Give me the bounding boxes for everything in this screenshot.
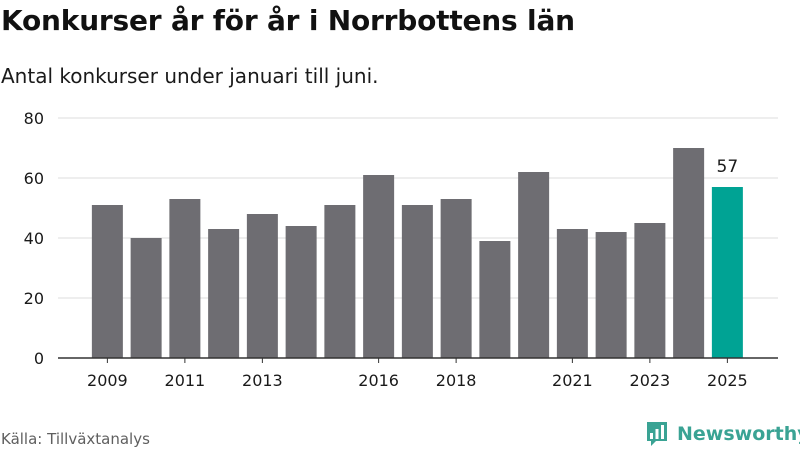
bar [324,205,356,358]
y-tick-label: 40 [24,229,44,248]
x-tick-label: 2023 [630,371,671,390]
bar [440,199,472,358]
bar [130,238,162,358]
bar [518,172,550,358]
data-label: 57 [717,157,739,177]
bar [91,205,123,358]
x-tick-label: 2013 [242,371,283,390]
bar [401,205,433,358]
bar [246,214,278,358]
y-tick-label: 60 [24,169,44,188]
x-tick-label: 2011 [165,371,206,390]
chart-subtitle: Antal konkurser under januari till juni. [1,64,379,88]
bar [479,241,511,358]
x-tick-label: 2009 [87,371,128,390]
bar [673,148,705,358]
brand-logo: Newsworthy [645,420,800,448]
bar [634,223,666,358]
bar [285,226,317,358]
x-tick-label: 2018 [436,371,477,390]
brand-name: Newsworthy [677,423,800,445]
y-tick-label: 0 [34,349,44,368]
bar [711,187,743,358]
bar [556,229,588,358]
x-tick-label: 2021 [552,371,593,390]
bar [595,232,627,358]
x-tick-label: 2025 [707,371,748,390]
bar [169,199,201,358]
y-tick-label: 80 [24,109,44,128]
y-tick-label: 20 [24,289,44,308]
source-note: Källa: Tillväxtanalys [1,430,150,448]
bar [363,175,395,358]
newsworthy-logo-icon [647,422,667,446]
bar [208,229,240,358]
bar-chart: 0 20 40 60 80 57 2009 2011 2013 2016 2018 2021 2023 2… [24,109,778,390]
x-tick-label: 2016 [358,371,399,390]
chart-title: Konkurser år för år i Norrbottens län [1,4,575,37]
